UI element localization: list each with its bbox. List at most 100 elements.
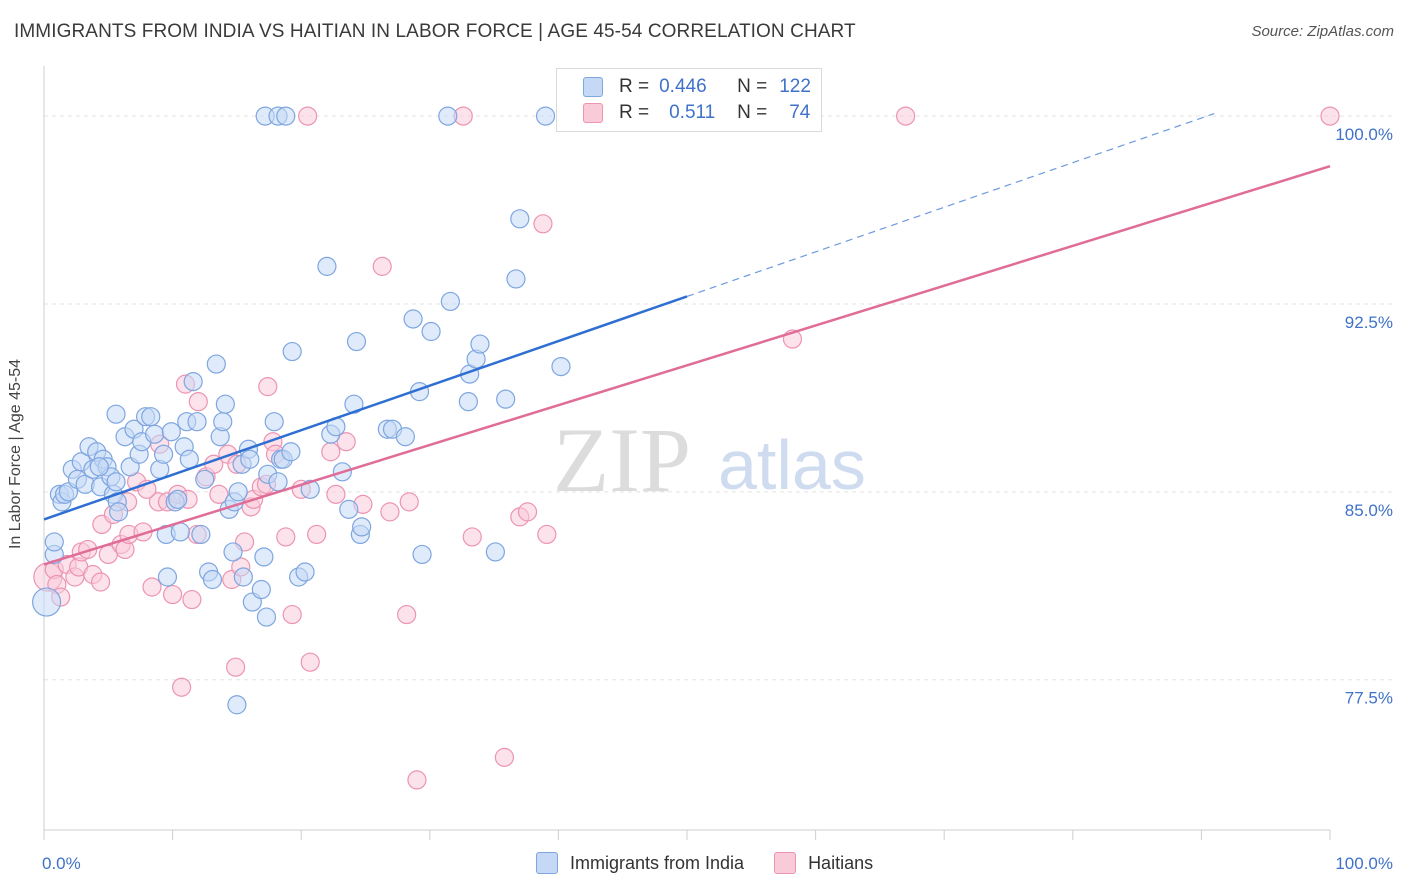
watermark: ZIP atlas [553, 409, 866, 511]
data-point [462, 527, 482, 547]
watermark-zip: ZIP [553, 409, 691, 511]
data-point [276, 527, 296, 547]
data-point [537, 524, 557, 545]
data-point [183, 372, 203, 392]
data-point [397, 604, 417, 625]
india-points [31, 106, 571, 715]
data-point [188, 392, 208, 412]
legend-r-label: R = [619, 76, 650, 97]
series-legend: Immigrants from India Haitians [536, 852, 903, 874]
data-point [399, 492, 419, 512]
data-point [191, 524, 211, 545]
data-point [144, 424, 165, 444]
data-point [172, 677, 192, 697]
data-point [336, 432, 356, 452]
data-point [228, 482, 248, 502]
data-point [163, 584, 183, 605]
x-tick-labels: 0.0% 100.0% [42, 854, 1393, 873]
legend-swatch-india [583, 77, 603, 97]
legend-swatch-haitian [583, 103, 603, 123]
data-point [307, 524, 327, 545]
legend-n-label: N = [737, 102, 768, 123]
chart-title: IMMIGRANTS FROM INDIA VS HAITIAN IN LABO… [14, 21, 856, 42]
y-tick-label: 92.5% [1345, 313, 1393, 332]
data-point [108, 502, 129, 522]
x-tick-label: 0.0% [42, 854, 81, 873]
data-point [106, 404, 126, 424]
haitian-trend-line [43, 165, 1331, 566]
x-tick-label: 100.0% [1335, 854, 1393, 873]
data-point [352, 517, 372, 537]
y-tick-labels: 77.5% 85.0% 92.5% 100.0% [1335, 125, 1393, 708]
data-point [321, 442, 341, 462]
data-point [226, 657, 246, 677]
data-point [326, 484, 346, 504]
data-point [153, 444, 174, 464]
data-point [535, 106, 556, 126]
data-point [282, 341, 302, 362]
legend-n-label: N = [737, 76, 768, 97]
india-trend-extension [686, 113, 1215, 298]
data-point [168, 489, 188, 509]
data-point [407, 770, 427, 790]
data-point [170, 522, 190, 542]
data-point [438, 106, 458, 126]
data-point [317, 256, 337, 276]
axes [43, 66, 1331, 840]
series-swatch-india [536, 852, 558, 874]
data-point [510, 209, 530, 229]
data-point [470, 334, 490, 354]
y-tick-label: 77.5% [1345, 689, 1393, 708]
data-point [223, 542, 243, 562]
data-point [458, 392, 478, 412]
data-point [44, 532, 64, 552]
data-point [372, 256, 392, 276]
data-point [106, 472, 126, 492]
legend-r-value: 0.446 [659, 76, 707, 97]
data-point [256, 607, 277, 627]
data-point [264, 412, 284, 432]
data-point [282, 604, 302, 625]
data-point [295, 562, 315, 582]
data-point [142, 577, 162, 597]
data-point [161, 422, 181, 442]
watermark-atlas: atlas [718, 426, 866, 504]
data-point [300, 652, 320, 672]
data-point [506, 269, 526, 289]
data-point [187, 412, 207, 432]
data-point [182, 589, 202, 610]
y-tick-label: 85.0% [1345, 501, 1393, 520]
legend-row-india: R = 0.446 N = 122 [583, 74, 811, 100]
data-point [258, 377, 278, 397]
legend-row-haitian: R = 0.511 N = 74 [583, 100, 810, 126]
trend-lines [43, 113, 1331, 566]
legend-n-value: 74 [789, 102, 811, 123]
data-point [215, 394, 235, 414]
data-point [403, 309, 423, 329]
data-point [31, 587, 62, 617]
data-point [300, 479, 320, 499]
data-point [1320, 106, 1340, 126]
data-point [89, 457, 109, 477]
source-credit: Source: ZipAtlas.com [1251, 23, 1394, 40]
legend-n-value: 122 [779, 76, 811, 97]
data-point [90, 572, 111, 592]
data-point [141, 407, 161, 427]
data-point [157, 567, 178, 587]
y-axis-label: In Labor Force | Age 45-54 [7, 358, 24, 550]
data-point [206, 354, 226, 374]
series-legend-india: Immigrants from India [536, 852, 744, 874]
data-point [440, 291, 460, 312]
data-point [896, 106, 916, 126]
series-name-haitians: Haitians [808, 852, 874, 873]
data-point [485, 542, 505, 562]
data-point [254, 547, 274, 567]
data-point [395, 427, 415, 447]
data-point [346, 331, 367, 352]
legend-r-label: R = [619, 102, 650, 123]
data-point [251, 579, 271, 600]
data-point [281, 442, 301, 462]
india-trend-line [43, 295, 688, 521]
series-name-india: Immigrants from India [570, 852, 745, 873]
